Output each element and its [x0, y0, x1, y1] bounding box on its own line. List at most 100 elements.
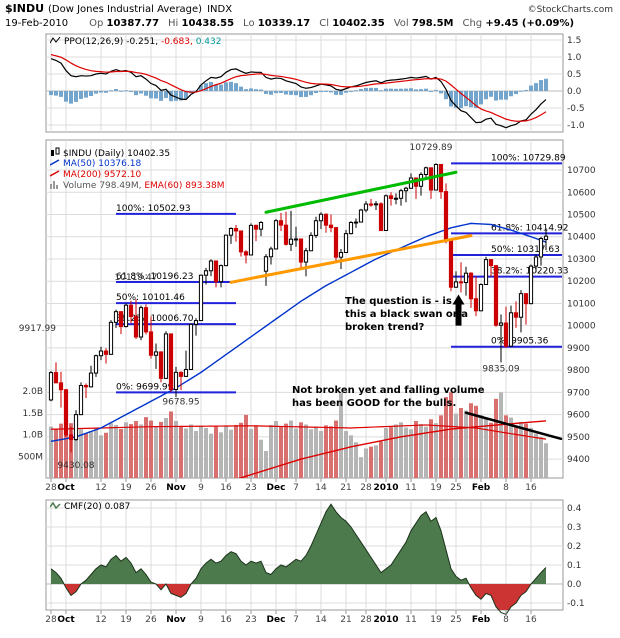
candle-body	[63, 389, 69, 436]
axis-label: 10000	[567, 322, 596, 332]
date-label: 14	[315, 483, 327, 493]
candle-body	[398, 190, 404, 199]
candle-body	[98, 350, 104, 357]
candle-body	[138, 307, 144, 338]
candle-body	[373, 203, 379, 206]
volume-bar	[359, 457, 363, 478]
quote-volume-value: 798.5M	[411, 18, 454, 29]
date-label: 26	[145, 615, 157, 625]
ppo-hist-bar	[64, 91, 68, 102]
ppo-hist-bar	[339, 91, 343, 95]
date-label: 16	[220, 615, 232, 625]
cmf-area	[50, 503, 547, 616]
trendline	[464, 411, 563, 441]
volume-bar	[409, 429, 413, 478]
candle-body	[343, 233, 349, 254]
volume-bar	[379, 441, 383, 478]
candlestick-icon	[50, 147, 60, 157]
volume-bar	[344, 431, 348, 478]
date-label: 28	[360, 483, 372, 493]
ppo-hist-bar	[424, 88, 428, 91]
candle-body	[403, 187, 409, 192]
axis-label: 9600	[567, 411, 590, 421]
ppo-hist-bar	[374, 87, 378, 91]
candle-body	[378, 203, 384, 232]
candle-body	[338, 252, 344, 258]
ppo-hist-bar	[74, 91, 78, 102]
candle-body	[258, 221, 264, 230]
annotation-question-line1: The question is - is	[345, 296, 452, 307]
axis-label: 1.0B	[23, 431, 44, 441]
ppo-hist	[49, 78, 548, 109]
date-label: Dec	[267, 615, 286, 625]
date-label: 8	[503, 483, 509, 493]
volume-bar	[89, 431, 93, 478]
ppo-hist-bar	[434, 89, 438, 91]
candle-body	[123, 304, 129, 328]
volume-bar	[514, 425, 518, 478]
ppo-hist-bar	[234, 83, 238, 91]
candle-body	[533, 256, 539, 267]
ppo-hist-bar	[529, 85, 533, 91]
quote-open: Op 10387.77	[89, 18, 159, 29]
volume-bar	[544, 443, 548, 478]
volume-bar	[209, 433, 213, 478]
volume-bar	[434, 423, 438, 478]
ppo-hist-value: 0.432	[195, 37, 222, 47]
candle-body	[478, 284, 484, 312]
candle-body	[493, 265, 499, 326]
fib-label: 38.2%: 10006.70	[116, 314, 194, 324]
candle-body	[483, 259, 489, 286]
volume-bar	[279, 426, 283, 478]
volume-bar	[534, 433, 538, 478]
date-label: 12	[95, 483, 106, 493]
volume-bar	[429, 419, 433, 478]
ppo-hist-bar	[369, 87, 373, 91]
axis-label: 10300	[567, 255, 596, 265]
ppo-hist-bar	[154, 91, 158, 99]
ppo-hist-bar	[299, 91, 303, 98]
candle-body	[48, 372, 54, 401]
date-label: 2010	[373, 615, 398, 625]
volume-bar	[104, 432, 108, 478]
ppo-hist-bar	[89, 91, 93, 97]
candle-body	[238, 230, 244, 253]
candle-body	[133, 316, 139, 338]
date-label: 28	[45, 483, 57, 493]
volume-bar	[144, 417, 148, 478]
volume-bar	[519, 421, 523, 478]
ppo-hist-bar	[279, 91, 283, 93]
candle-body	[293, 238, 299, 241]
candle-body	[263, 256, 269, 272]
date-label: 25	[450, 615, 461, 625]
volume-bar	[274, 421, 278, 478]
date-label: 2010	[373, 483, 398, 493]
candle-body	[298, 238, 304, 263]
cmf-line-icon	[50, 501, 61, 510]
volume-bar	[474, 405, 478, 478]
quote-high-label: Hi	[168, 18, 179, 29]
ppo-hist-bar	[149, 91, 153, 99]
candle-body	[393, 197, 399, 200]
quote-low-label: Lo	[243, 18, 255, 29]
candle-body	[88, 372, 94, 388]
ppo-hist-bar	[359, 89, 363, 91]
copyright: ©StockCharts.com	[527, 5, 613, 15]
date-label: Nov	[166, 615, 186, 625]
overlay-lines	[50, 222, 547, 478]
axis-label: 10200	[567, 277, 596, 287]
candle-body	[53, 372, 59, 384]
ppo-hist-bar	[179, 91, 183, 101]
candle-body	[368, 203, 374, 206]
candle-body	[513, 312, 519, 318]
ppo-hist-bar	[489, 91, 493, 97]
overlay-line	[50, 58, 547, 129]
axis-label: 9400	[567, 455, 590, 465]
ppo-hist-bar	[184, 91, 188, 99]
volume-bar	[159, 421, 163, 478]
volume-bar	[249, 428, 253, 478]
price-labels: 10729.89 10119.47 9917.99 9678.95 9835.09 943…	[19, 143, 520, 471]
date-labels: 2828OctOct121219192626NovNov9916162323De…	[45, 478, 537, 625]
volume-bar	[384, 427, 388, 478]
